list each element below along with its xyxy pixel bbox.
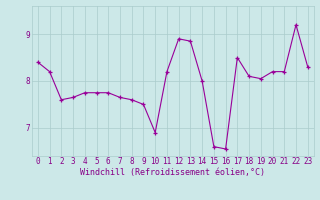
X-axis label: Windchill (Refroidissement éolien,°C): Windchill (Refroidissement éolien,°C) [80, 168, 265, 177]
